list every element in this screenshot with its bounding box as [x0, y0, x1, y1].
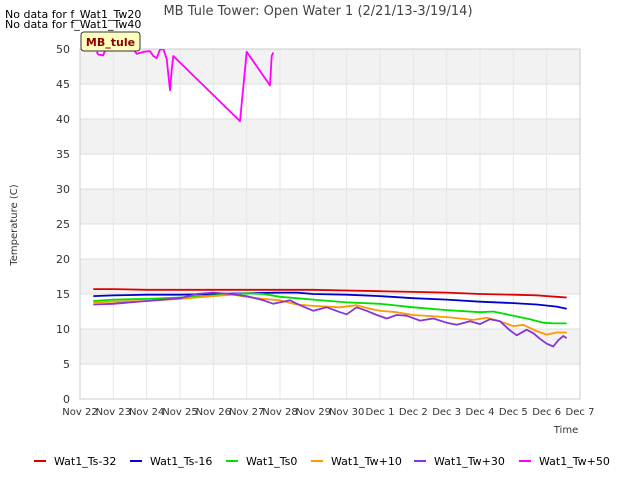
x-axis-label: Time	[553, 425, 578, 436]
legend: Wat1_Ts-32 Wat1_Ts-16 Wat1_Ts0 Wat1_Tw+10 Wa…	[34, 455, 610, 468]
legend-label: Wat1_Ts-16	[150, 455, 212, 468]
plot-band	[80, 49, 580, 84]
chart-title: MB Tule Tower: Open Water 1 (2/21/13-3/1…	[163, 4, 472, 19]
no-data-note-2: No data for f_Wat1_Tw40	[5, 18, 141, 31]
plot-band	[80, 84, 580, 119]
y-tick-label: 10	[56, 323, 70, 336]
plot-band	[80, 329, 580, 364]
no-data-note-1: No data for f_Wat1_Tw20	[5, 8, 141, 21]
series-line-wat1-ts-16	[93, 291, 567, 310]
legend-label: Wat1_Tw+30	[434, 455, 505, 468]
x-tick-label: Dec 1	[366, 407, 395, 418]
x-tick-label: Dec 3	[432, 407, 461, 418]
y-tick-labels: 0 5 10 15 20 25 30 35 40 45 50	[56, 43, 70, 406]
plot-band	[80, 259, 580, 294]
plot-band	[80, 119, 580, 154]
legend-label: Wat1_Tw+10	[331, 455, 402, 468]
x-tick-label: Dec 2	[399, 407, 428, 418]
legend-label: Wat1_Ts-32	[54, 455, 116, 468]
y-tick-label: 30	[56, 183, 70, 196]
x-tick-label: Nov 25	[162, 407, 197, 418]
series-line-wat1-ts0	[93, 292, 567, 325]
x-tick-label: Nov 27	[229, 407, 264, 418]
y-tick-label: 25	[56, 218, 70, 231]
x-tick-label: Nov 24	[129, 407, 164, 418]
y-tick-label: 40	[56, 113, 70, 126]
y-tick-label: 5	[63, 358, 70, 371]
plot-bands	[80, 49, 580, 399]
legend-label: Wat1_Tw+50	[539, 455, 610, 468]
plot-band	[80, 189, 580, 224]
x-tick-label: Nov 29	[296, 407, 331, 418]
x-tick-label: Nov 28	[262, 407, 297, 418]
series-line-wat1-ts-32	[93, 288, 567, 299]
plot-frame	[79, 48, 581, 400]
series-line-wat1-tw-30	[93, 291, 568, 348]
plot-band	[80, 364, 580, 399]
series-lines	[93, 49, 568, 348]
x-tick-label: Nov 26	[196, 407, 231, 418]
x-tick-label: Nov 30	[329, 407, 364, 418]
y-axis-label: Temperature (C)	[9, 184, 20, 266]
annotation-label: MB_tule	[86, 36, 135, 49]
y-tick-label: 45	[56, 78, 70, 91]
y-tick-label: 0	[63, 393, 70, 406]
x-tick-label: Nov 23	[96, 407, 131, 418]
plot-band	[80, 154, 580, 189]
y-tick-label: 20	[56, 253, 70, 266]
x-tick-label: Dec 5	[499, 407, 528, 418]
annotation-box	[80, 31, 141, 52]
x-tick-label: Dec 6	[532, 407, 561, 418]
x-tick-label: Dec 7	[566, 407, 595, 418]
x-tick-label: Dec 4	[466, 407, 495, 418]
y-tick-label: 50	[56, 43, 70, 56]
x-tick-label: Nov 22	[62, 407, 97, 418]
y-tick-label: 35	[56, 148, 70, 161]
legend-label: Wat1_Ts0	[246, 455, 297, 468]
series-line-wat1-tw-10	[93, 293, 567, 336]
y-tick-label: 15	[56, 288, 70, 301]
plot-band	[80, 224, 580, 259]
